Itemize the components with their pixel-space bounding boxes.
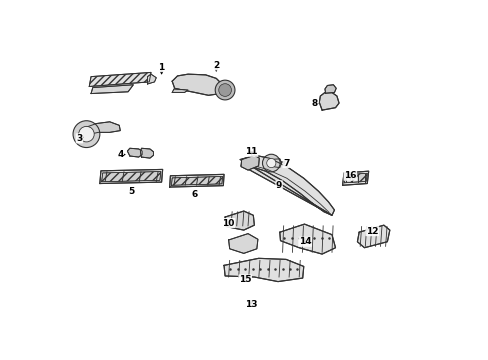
- Text: 13: 13: [245, 300, 257, 309]
- Text: 3: 3: [76, 134, 82, 143]
- Polygon shape: [127, 148, 142, 157]
- Polygon shape: [268, 159, 281, 168]
- Text: 11: 11: [245, 147, 257, 156]
- Text: 12: 12: [365, 227, 378, 236]
- Polygon shape: [171, 176, 222, 185]
- Polygon shape: [344, 173, 366, 183]
- Circle shape: [215, 80, 235, 100]
- Polygon shape: [100, 170, 163, 184]
- Polygon shape: [172, 74, 223, 95]
- Polygon shape: [324, 85, 336, 93]
- Text: 2: 2: [213, 61, 219, 70]
- Circle shape: [218, 84, 231, 96]
- Polygon shape: [102, 171, 161, 182]
- Polygon shape: [89, 72, 151, 86]
- Polygon shape: [240, 155, 334, 215]
- Circle shape: [79, 126, 94, 142]
- Polygon shape: [319, 93, 338, 110]
- Polygon shape: [172, 89, 188, 93]
- Polygon shape: [86, 122, 120, 135]
- Circle shape: [262, 154, 280, 172]
- Text: 10: 10: [222, 219, 234, 228]
- Polygon shape: [228, 234, 257, 253]
- Polygon shape: [169, 174, 224, 187]
- Circle shape: [73, 121, 100, 148]
- Text: 9: 9: [275, 181, 282, 190]
- Polygon shape: [279, 224, 335, 254]
- Text: 6: 6: [192, 190, 198, 199]
- Text: 14: 14: [298, 237, 311, 246]
- Polygon shape: [357, 225, 389, 248]
- Text: 15: 15: [239, 275, 251, 284]
- Text: 5: 5: [127, 187, 134, 196]
- Polygon shape: [342, 171, 368, 185]
- Polygon shape: [91, 85, 133, 94]
- Polygon shape: [140, 148, 153, 158]
- Text: 1: 1: [158, 63, 164, 72]
- Polygon shape: [224, 258, 303, 282]
- Text: 4: 4: [117, 150, 123, 159]
- Circle shape: [266, 158, 275, 168]
- Polygon shape: [147, 74, 156, 84]
- Text: 16: 16: [344, 171, 356, 180]
- Polygon shape: [241, 155, 259, 170]
- Text: 8: 8: [311, 99, 318, 108]
- Polygon shape: [224, 211, 254, 230]
- Text: 7: 7: [283, 158, 289, 167]
